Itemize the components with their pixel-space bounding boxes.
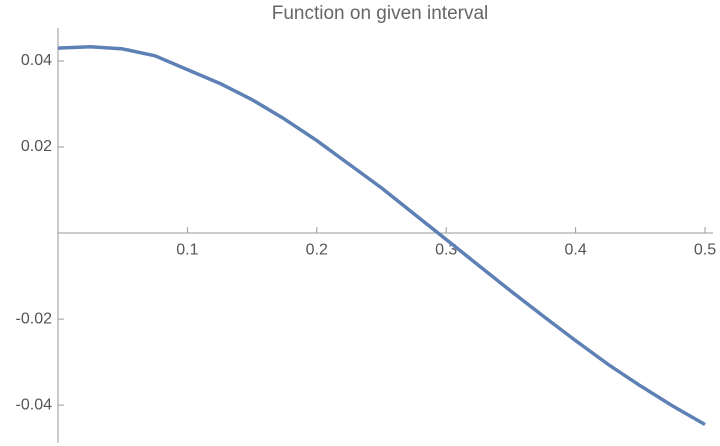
line-series bbox=[57, 45, 706, 427]
x-tick-label: 0.4 bbox=[564, 241, 586, 258]
y-tick-label: 0.04 bbox=[21, 52, 52, 69]
x-tick-label: 0.1 bbox=[176, 241, 198, 258]
y-tick-label: -0.04 bbox=[16, 396, 53, 413]
y-tick-label: -0.02 bbox=[16, 310, 53, 327]
chart-title: Function on given interval bbox=[272, 3, 489, 24]
x-tick-label: 0.5 bbox=[694, 241, 716, 258]
x-tick-label: 0.2 bbox=[306, 241, 328, 258]
y-tick-label: 0.02 bbox=[21, 138, 52, 155]
